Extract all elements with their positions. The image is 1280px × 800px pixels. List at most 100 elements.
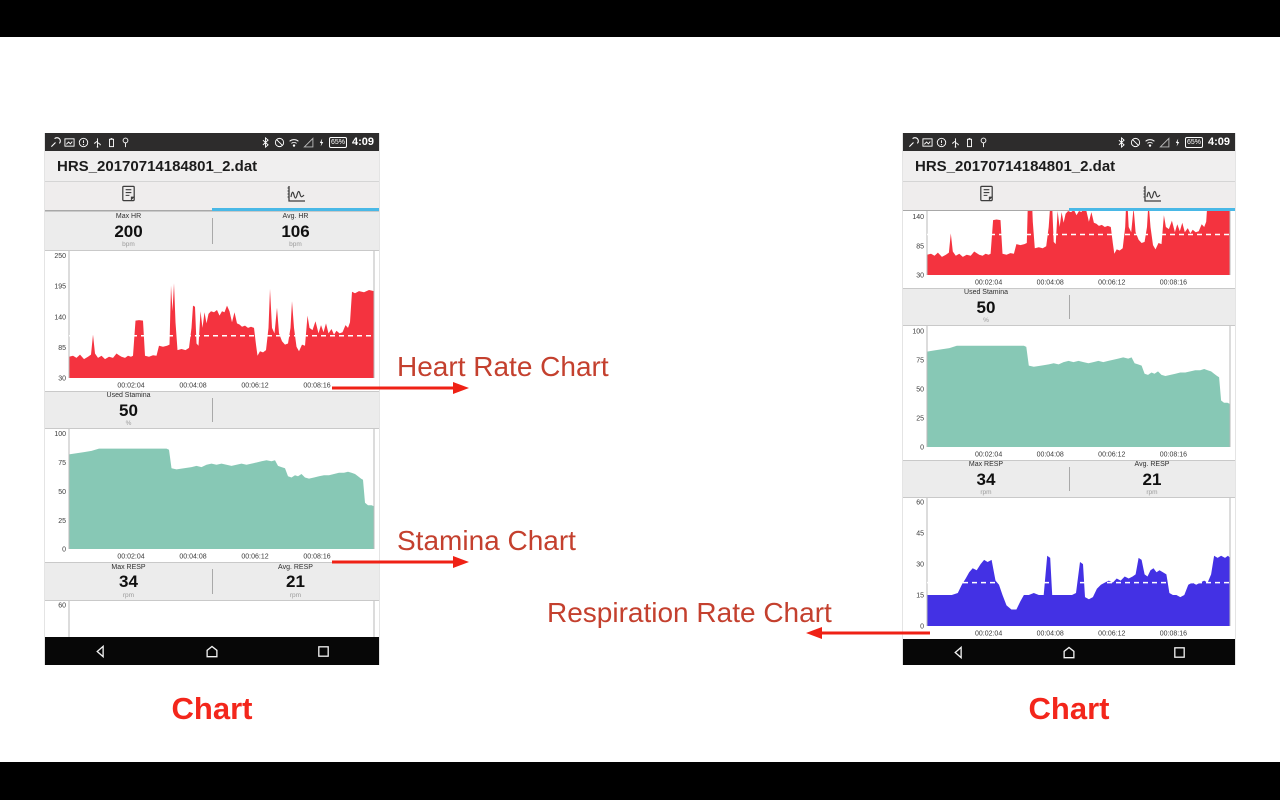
- bluetooth-icon: [1116, 136, 1127, 148]
- caption-chart-left: Chart: [171, 691, 253, 726]
- stamina-chart-label: Stamina Chart: [397, 525, 576, 556]
- wrench-icon: [50, 136, 61, 148]
- svg-text:50: 50: [916, 386, 924, 393]
- svg-text:00:06:12: 00:06:12: [241, 554, 268, 561]
- alert-circle-icon: [78, 137, 89, 148]
- pin-icon: [120, 137, 131, 148]
- nav-bar: [45, 637, 379, 665]
- svg-text:00:06:12: 00:06:12: [241, 383, 268, 390]
- svg-text:00:04:08: 00:04:08: [1037, 452, 1064, 459]
- image-icon: [64, 137, 75, 148]
- status-bar: 65% 4:09: [45, 133, 379, 151]
- recents-button[interactable]: [1124, 639, 1235, 665]
- stats-row-resp: Max RESP 34 rpm Avg. RESP 21 rpm: [903, 460, 1235, 498]
- svg-text:00:04:08: 00:04:08: [179, 554, 206, 561]
- battery-small-icon: [964, 137, 975, 148]
- svg-text:00:04:08: 00:04:08: [1037, 280, 1064, 287]
- usb-icon: [950, 137, 961, 148]
- svg-text:75: 75: [916, 357, 924, 364]
- svg-text:00:06:12: 00:06:12: [1098, 280, 1125, 287]
- file-title: HRS_20170714184801_2.dat: [45, 151, 379, 182]
- flash-icon: [317, 137, 326, 148]
- battery-small-icon: [106, 137, 117, 148]
- svg-text:00:06:12: 00:06:12: [1098, 631, 1125, 638]
- home-button[interactable]: [1014, 639, 1125, 665]
- flash-icon: [1173, 137, 1182, 148]
- alert-circle-icon: [936, 137, 947, 148]
- blocked-icon: [1130, 137, 1141, 148]
- svg-text:195: 195: [54, 284, 66, 291]
- respiration-chart[interactable]: 60 45 30 15 0 00:02:04 00:04:08 00:06:12 00:08:1…: [903, 498, 1235, 639]
- svg-text:25: 25: [916, 416, 924, 423]
- svg-text:140: 140: [912, 214, 924, 221]
- document-icon: [119, 184, 138, 208]
- svg-text:00:02:04: 00:02:04: [975, 452, 1002, 459]
- stat-divider: [212, 569, 213, 594]
- stat-empty: [212, 392, 379, 428]
- stat-empty: [1069, 289, 1235, 325]
- battery-pill: 65%: [1184, 136, 1203, 148]
- bluetooth-icon: [260, 136, 271, 148]
- status-time: 4:09: [351, 136, 374, 148]
- svg-text:0: 0: [920, 445, 924, 452]
- stat-avg-hr: Avg. HR 106 bpm: [281, 213, 310, 249]
- svg-text:45: 45: [916, 531, 924, 538]
- svg-text:15: 15: [916, 593, 924, 600]
- home-button[interactable]: [156, 637, 267, 665]
- image-icon: [922, 137, 933, 148]
- stat-used-stamina: Used Stamina 50 %: [106, 392, 151, 428]
- respiration-chart-partial[interactable]: 60: [45, 601, 379, 637]
- status-time: 4:09: [1207, 136, 1230, 148]
- letterbox-top: [0, 0, 1280, 37]
- letterbox-bottom: [0, 762, 1280, 800]
- svg-text:00:08:16: 00:08:16: [303, 383, 330, 390]
- tab-data[interactable]: [903, 182, 1069, 210]
- tab-chart[interactable]: [212, 182, 379, 210]
- heart-rate-chart-scrolled[interactable]: 140 85 30 00:02:04 00:04:08 00:06:12 00:08:16: [903, 211, 1235, 288]
- stat-divider: [1069, 295, 1070, 319]
- phone-screenshot-right: 65% 4:09 HRS_20170714184801_2.dat 140 85 3…: [902, 133, 1236, 665]
- stat-divider: [212, 218, 213, 244]
- svg-text:0: 0: [920, 624, 924, 631]
- svg-text:25: 25: [58, 518, 66, 525]
- svg-text:00:06:12: 00:06:12: [1098, 452, 1125, 459]
- heart-rate-chart[interactable]: 250 195 140 85 30 00:02:04 00:04:08 00:06:12 00:…: [45, 251, 379, 391]
- svg-text:00:08:16: 00:08:16: [303, 554, 330, 561]
- svg-text:0: 0: [62, 547, 66, 554]
- svg-text:100: 100: [54, 431, 66, 438]
- svg-text:00:02:04: 00:02:04: [117, 554, 144, 561]
- pin-icon: [978, 137, 989, 148]
- svg-text:00:08:16: 00:08:16: [1160, 631, 1187, 638]
- svg-text:100: 100: [912, 328, 924, 335]
- stat-max-hr: Max HR 200 bpm: [114, 213, 143, 249]
- battery-pill: 65%: [328, 136, 347, 148]
- tab-data[interactable]: [45, 182, 212, 210]
- svg-text:00:04:08: 00:04:08: [179, 383, 206, 390]
- svg-text:50: 50: [58, 489, 66, 496]
- svg-text:00:08:16: 00:08:16: [1160, 452, 1187, 459]
- signal-triangle-icon: [303, 136, 314, 148]
- back-button[interactable]: [45, 637, 156, 665]
- line-chart-icon: [285, 185, 307, 208]
- recents-button[interactable]: [268, 637, 379, 665]
- tab-chart[interactable]: [1069, 182, 1235, 210]
- heart-rate-chart-label: Heart Rate Chart: [397, 351, 609, 382]
- svg-text:140: 140: [54, 314, 66, 321]
- stamina-chart[interactable]: 100 75 50 25 0 00:02:04 00:04:08 00:06:12 00:08:…: [903, 326, 1235, 460]
- caption-chart-right: Chart: [1028, 691, 1110, 726]
- svg-text:60: 60: [58, 603, 66, 610]
- stat-avg-resp: Avg. RESP 21 rpm: [1134, 461, 1170, 497]
- back-button[interactable]: [903, 639, 1014, 665]
- stamina-chart[interactable]: 100 75 50 25 0 00:02:04 00:04:08 00:06:12 00:08:…: [45, 429, 379, 562]
- svg-text:85: 85: [916, 243, 924, 250]
- respiration-arrow: [806, 627, 930, 639]
- wifi-icon: [288, 137, 300, 148]
- wrench-icon: [908, 136, 919, 148]
- stats-row-hr: Max HR 200 bpm Avg. HR 106 bpm: [45, 211, 379, 251]
- selected-tab-underline: [1069, 208, 1235, 211]
- respiration-chart-label: Respiration Rate Chart: [547, 597, 832, 628]
- stats-row-resp: Max RESP 34 rpm Avg. RESP 21 rpm: [45, 562, 379, 601]
- svg-text:00:02:04: 00:02:04: [117, 383, 144, 390]
- svg-text:00:02:04: 00:02:04: [975, 280, 1002, 287]
